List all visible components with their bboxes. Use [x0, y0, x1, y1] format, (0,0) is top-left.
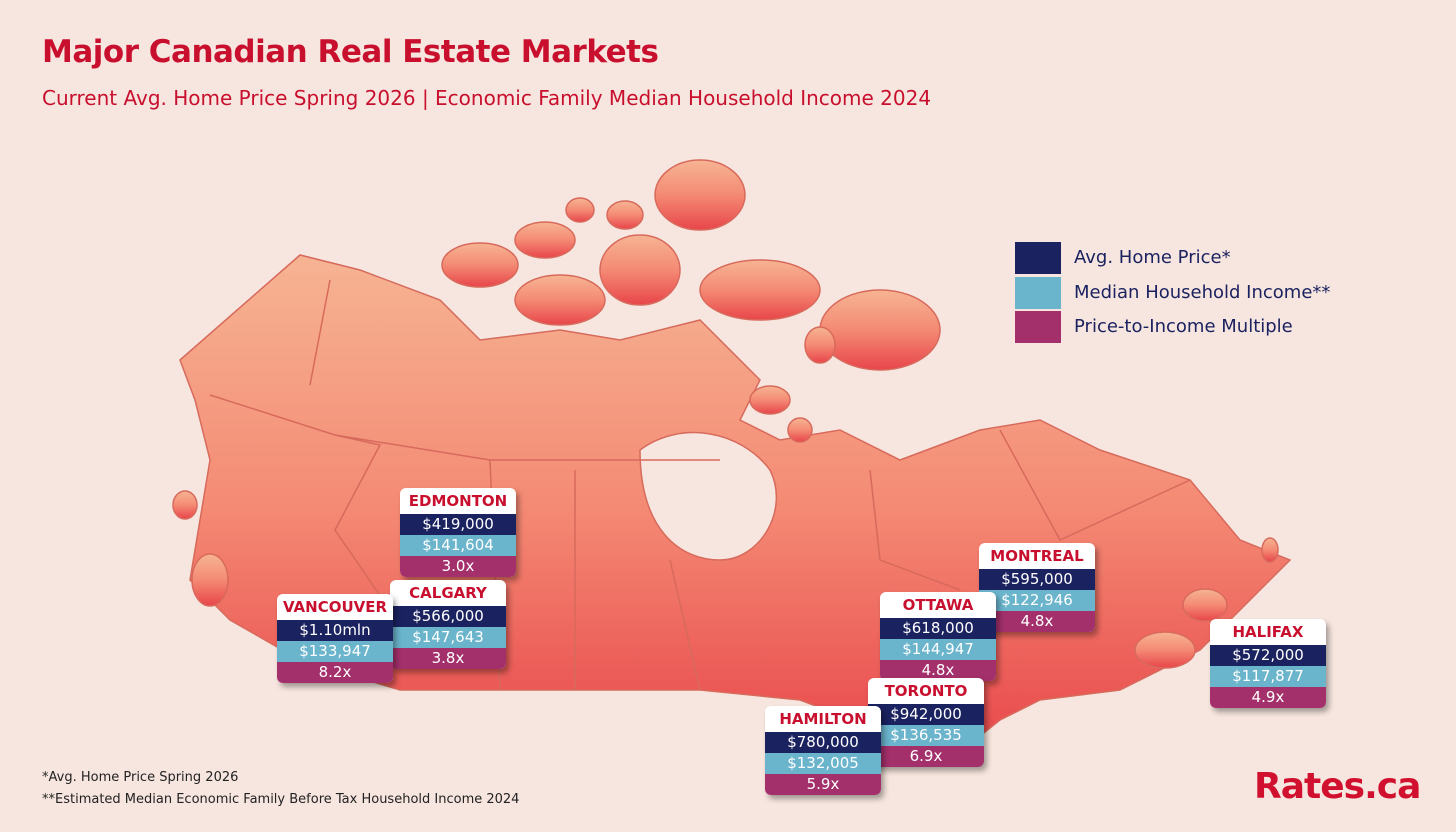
city-multiple: 5.9x: [765, 774, 881, 795]
city-name: CALGARY: [409, 584, 487, 602]
city-card: OTTAWA $618,000 $144,947 4.8x: [880, 592, 996, 681]
city-income: $147,643: [390, 627, 506, 648]
city-multiple: 6.9x: [868, 746, 984, 767]
footnote: **Estimated Median Economic Family Befor…: [42, 792, 520, 807]
city-multiple: 3.8x: [390, 648, 506, 669]
city-income: $133,947: [277, 641, 393, 662]
subtitle: Current Avg. Home Price Spring 2026 | Ec…: [42, 86, 932, 110]
footnote: *Avg. Home Price Spring 2026: [42, 770, 239, 785]
legend-swatch: [1015, 242, 1061, 274]
city-name: HAMILTON: [779, 710, 867, 728]
city-income: $122,946: [979, 590, 1095, 611]
city-card: CALGARY $566,000 $147,643 3.8x: [390, 580, 506, 669]
city-card: EDMONTON $419,000 $141,604 3.0x: [400, 488, 516, 577]
legend-label: Price-to-Income Multiple: [1074, 316, 1293, 337]
city-income: $141,604: [400, 535, 516, 556]
title: Major Canadian Real Estate Markets: [42, 34, 659, 70]
city-card: HAMILTON $780,000 $132,005 5.9x: [765, 706, 881, 795]
city-multiple: 3.0x: [400, 556, 516, 577]
city-name: VANCOUVER: [282, 598, 388, 616]
city-multiple: 4.8x: [880, 660, 996, 681]
city-price: $1.10mln: [277, 620, 393, 641]
city-price: $595,000: [979, 569, 1095, 590]
city-multiple: 4.8x: [979, 611, 1095, 632]
city-name: EDMONTON: [408, 492, 508, 510]
legend-label: Median Household Income**: [1074, 282, 1331, 303]
legend-swatch: [1015, 311, 1061, 343]
city-price: $419,000: [400, 514, 516, 535]
city-income: $144,947: [880, 639, 996, 660]
city-price: $572,000: [1210, 645, 1326, 666]
city-price: $780,000: [765, 732, 881, 753]
city-price: $566,000: [390, 606, 506, 627]
city-price: $618,000: [880, 618, 996, 639]
city-card: MONTREAL $595,000 $122,946 4.8x: [979, 543, 1095, 632]
legend-label: Avg. Home Price*: [1074, 247, 1231, 268]
city-income: $117,877: [1210, 666, 1326, 687]
city-name: TORONTO: [884, 682, 968, 700]
city-name: HALIFAX: [1232, 623, 1304, 641]
city-card: HALIFAX $572,000 $117,877 4.9x: [1210, 619, 1326, 708]
city-name: MONTREAL: [990, 547, 1084, 565]
city-multiple: 8.2x: [277, 662, 393, 683]
city-income: $132,005: [765, 753, 881, 774]
city-card: VANCOUVER $1.10mln $133,947 8.2x: [277, 594, 393, 683]
city-price: $942,000: [868, 704, 984, 725]
legend-swatch: [1015, 277, 1061, 309]
logo: Rates.ca: [1254, 766, 1421, 807]
city-card: TORONTO $942,000 $136,535 6.9x: [868, 678, 984, 767]
city-multiple: 4.9x: [1210, 687, 1326, 708]
city-income: $136,535: [868, 725, 984, 746]
city-name: OTTAWA: [902, 596, 974, 614]
